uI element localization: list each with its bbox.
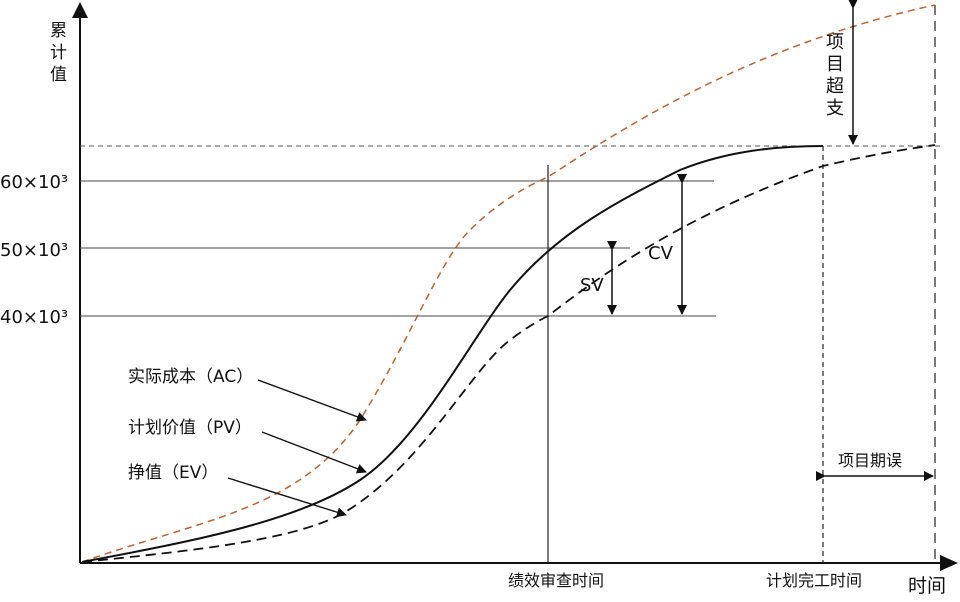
tick-50: 50×10³ [0, 240, 68, 261]
overrun-label-4: 支 [826, 98, 844, 119]
review-time-label: 绩效审查时间 [508, 571, 604, 590]
pv-label: 计划价值（PV） [128, 418, 252, 438]
y-axis-label-2: 计 [50, 43, 67, 63]
ac-label: 实际成本（AC） [128, 367, 253, 387]
overrun-label-1: 项 [826, 32, 844, 53]
y-axis-label-3: 值 [50, 65, 67, 85]
x-axis-arrow-icon [940, 555, 958, 571]
sv-label: SV [580, 275, 604, 296]
pv-pointer-arrow [261, 431, 367, 474]
x-axis-label: 时间 [908, 575, 946, 597]
overrun-label-3: 超 [826, 76, 844, 97]
ev-curve [81, 144, 936, 563]
tick-40: 40×10³ [0, 307, 68, 328]
pv-curve [81, 145, 824, 563]
cv-label: CV [648, 243, 674, 264]
ac-pointer-arrow [257, 379, 367, 422]
ac-curve [81, 4, 936, 563]
overrun-label-2: 目 [826, 54, 844, 75]
delay-label: 项目期误 [838, 451, 902, 470]
tick-60: 60×10³ [0, 172, 68, 193]
planned-finish-label: 计划完工时间 [766, 571, 862, 590]
y-axis-label-1: 累 [50, 21, 67, 41]
ev-pointer-arrow [227, 477, 347, 518]
ev-label: 挣值（EV） [128, 463, 218, 483]
y-axis-arrow-icon [72, 2, 88, 18]
